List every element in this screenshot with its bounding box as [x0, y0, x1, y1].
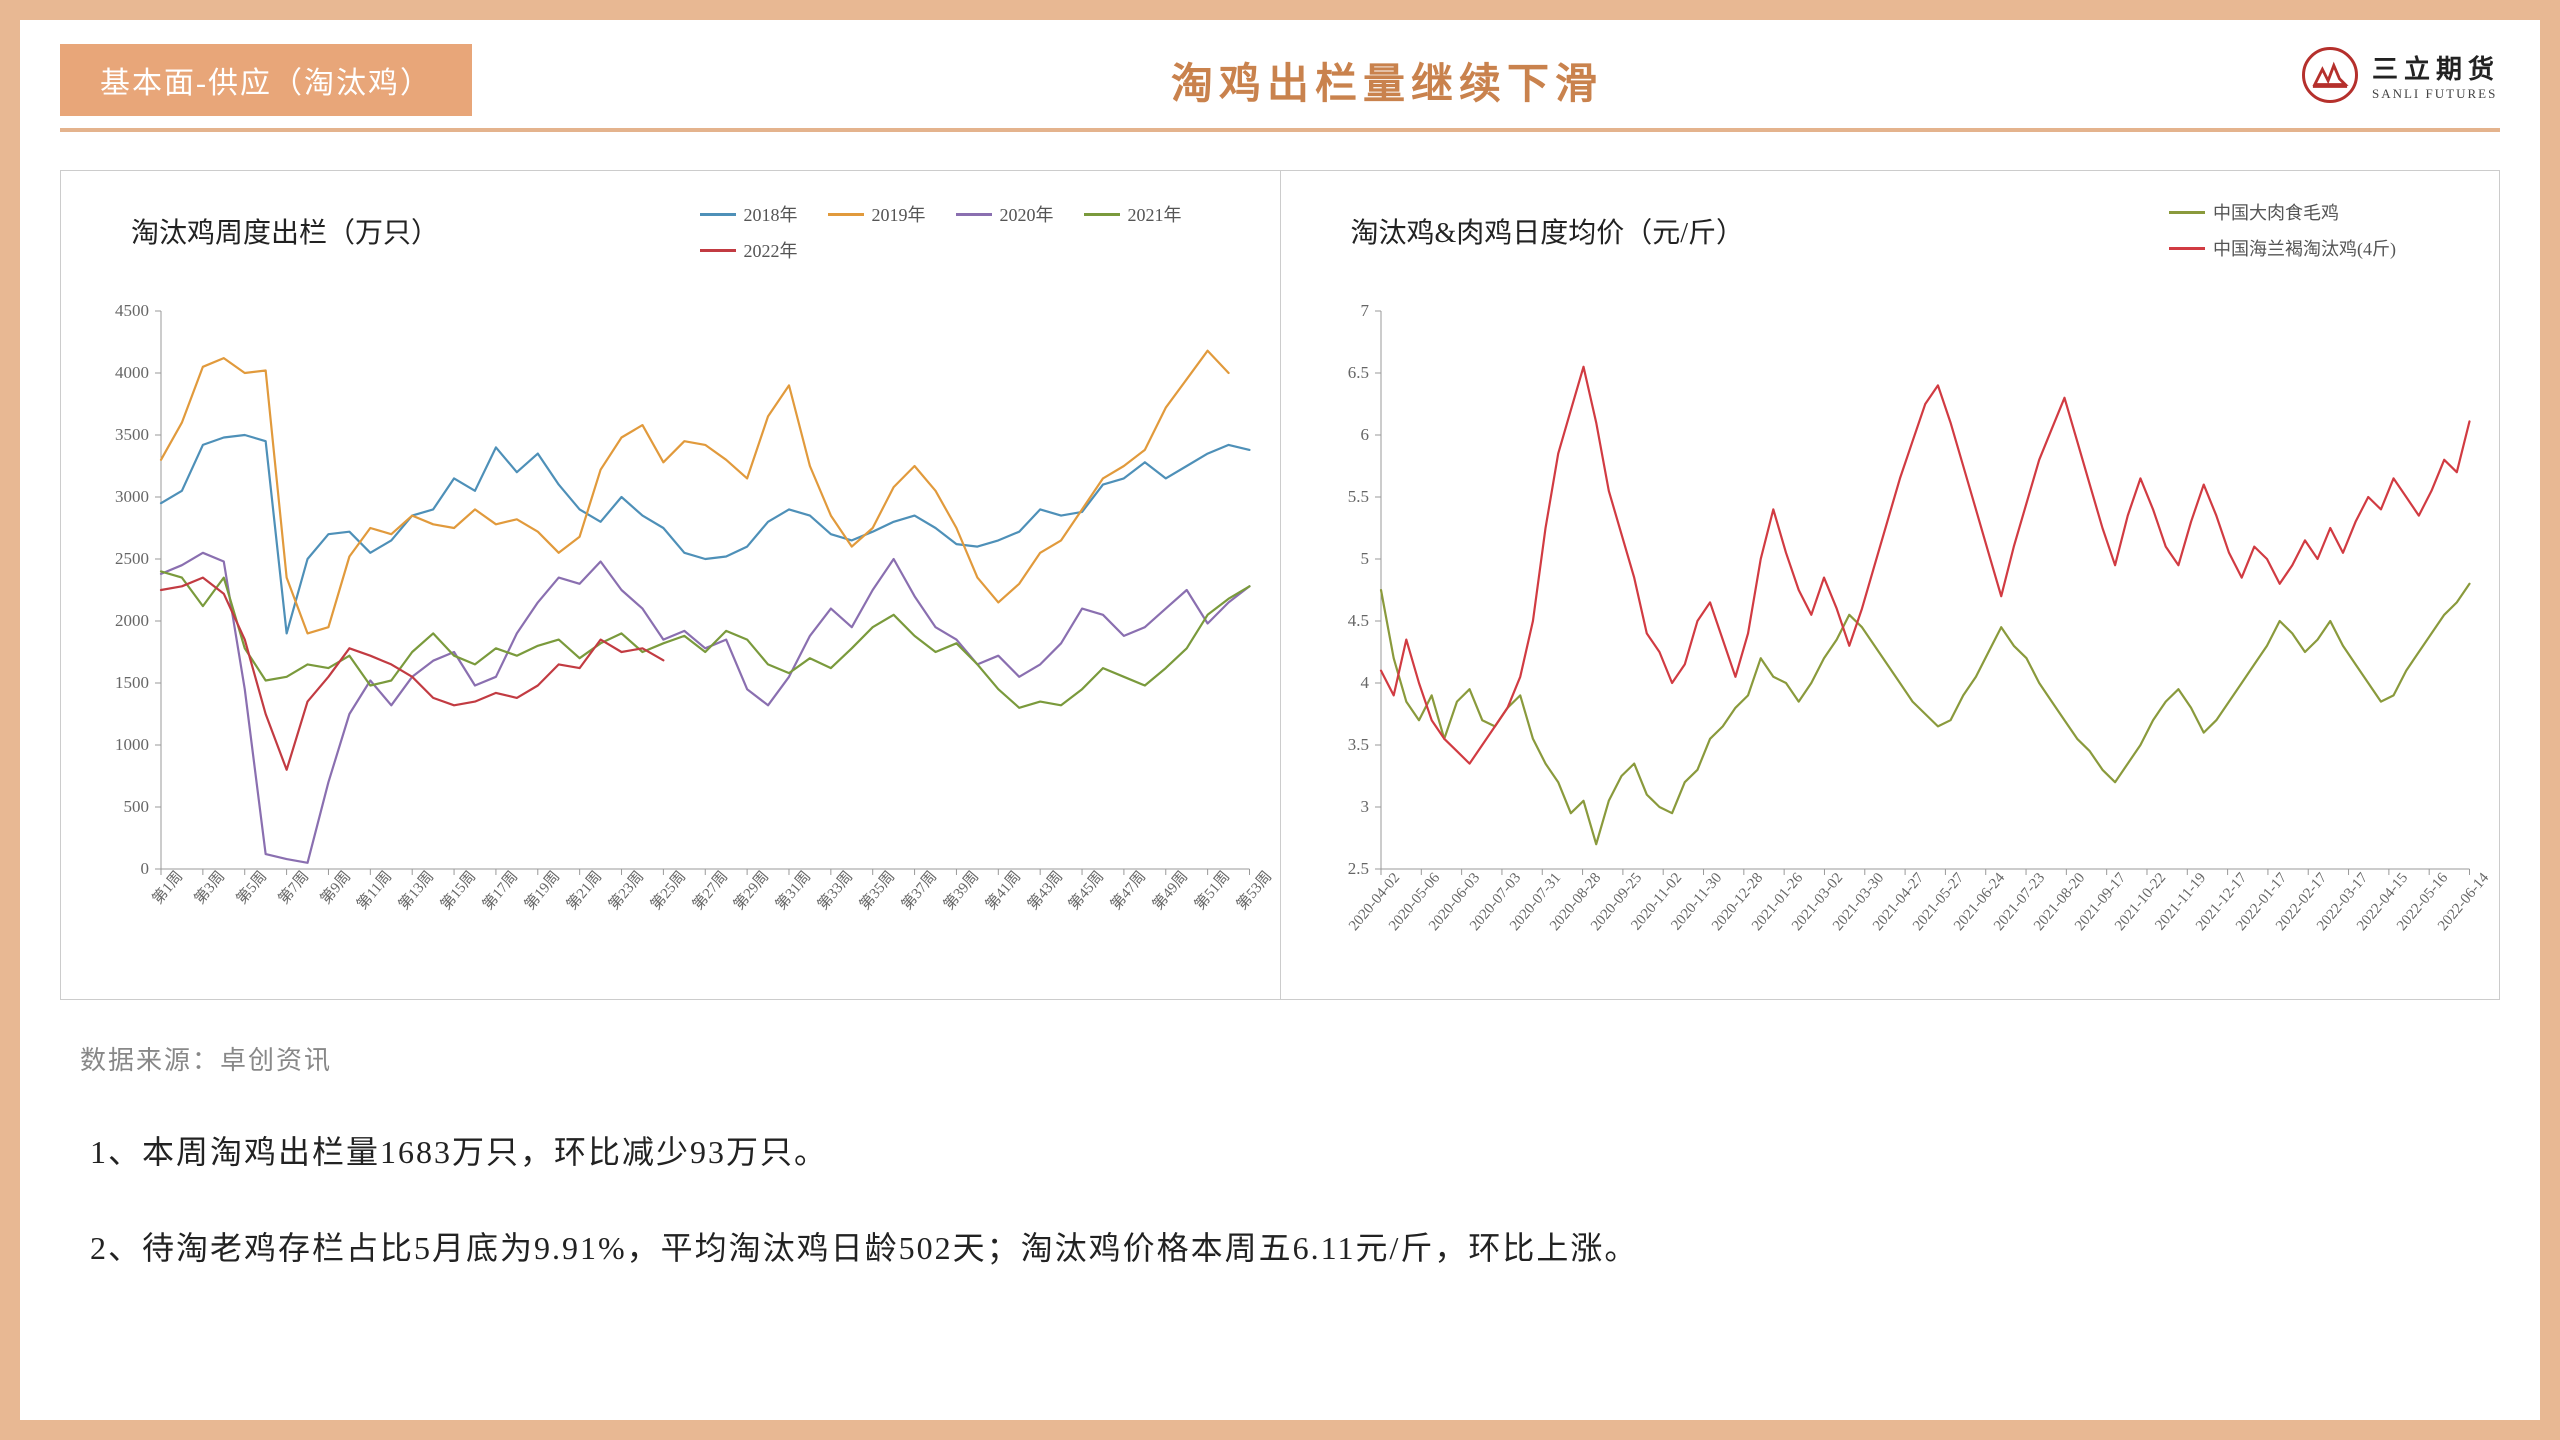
chart-left-panel: 淘汰鸡周度出栏（万只） 2018年2019年2020年2021年2022年 第1…	[61, 171, 1280, 999]
svg-text:4.5: 4.5	[1347, 611, 1368, 630]
svg-text:5: 5	[1360, 549, 1368, 568]
chart-right-plot: 2020-04-022020-05-062020-06-032020-07-03…	[1381, 311, 2470, 869]
svg-text:3.5: 3.5	[1347, 735, 1368, 754]
series-line	[161, 553, 1250, 863]
series-line	[1381, 584, 2470, 844]
svg-text:1000: 1000	[115, 735, 149, 754]
logo-icon	[2302, 47, 2358, 103]
svg-text:6: 6	[1360, 425, 1368, 444]
svg-text:4: 4	[1360, 673, 1369, 692]
series-line	[161, 571, 1250, 707]
legend-item: 2021年	[1084, 201, 1182, 227]
legend-swatch	[2169, 211, 2205, 214]
header-bar: 基本面-供应（淘汰鸡） 淘鸡出栏量继续下滑 三立期货 SANLI FUTURES	[20, 20, 2540, 120]
chart-left-plot: 第1周第3周第5周第7周第9周第11周第13周第15周第17周第19周第21周第…	[161, 311, 1250, 869]
svg-text:4000: 4000	[115, 363, 149, 382]
legend-swatch	[828, 213, 864, 216]
chart-left-legend: 2018年 2019年 2020年 2021年 2022年	[700, 201, 1220, 263]
legend-label: 中国大肉食毛鸡	[2213, 199, 2339, 225]
svg-text:3: 3	[1360, 797, 1368, 816]
svg-text:2.5: 2.5	[1347, 859, 1368, 878]
svg-text:6.5: 6.5	[1347, 363, 1368, 382]
legend-label: 2021年	[1128, 201, 1182, 227]
brand-logo: 三立期货 SANLI FUTURES	[2302, 47, 2500, 103]
legend-label: 2022年	[744, 237, 798, 263]
data-source: 数据来源：卓创资讯	[80, 1040, 2480, 1077]
charts-row: 淘汰鸡周度出栏（万只） 2018年2019年2020年2021年2022年 第1…	[60, 170, 2500, 1000]
legend-item: 中国大肉食毛鸡	[2169, 199, 2339, 225]
bullet-2: 2、待淘老鸡存栏占比5月底为9.91%，平均淘汰鸡日龄502天；淘汰鸡价格本周五…	[90, 1223, 2470, 1269]
svg-text:5.5: 5.5	[1347, 487, 1368, 506]
logo-text-en: SANLI FUTURES	[2372, 86, 2500, 102]
series-line	[1381, 367, 2470, 764]
svg-text:500: 500	[124, 797, 149, 816]
legend-label: 2019年	[872, 201, 926, 227]
legend-swatch	[956, 213, 992, 216]
logo-text-cn: 三立期货	[2372, 49, 2500, 86]
chart-right-panel: 淘汰鸡&肉鸡日度均价（元/斤） 中国大肉食毛鸡中国海兰褐淘汰鸡(4斤) 2020…	[1280, 171, 2500, 999]
page-title: 淘鸡出栏量继续下滑	[472, 50, 2302, 111]
legend-item: 2022年	[700, 237, 798, 263]
svg-text:2500: 2500	[115, 549, 149, 568]
legend-swatch	[2169, 247, 2205, 250]
chart-right-legend: 中国大肉食毛鸡中国海兰褐淘汰鸡(4斤)	[2169, 199, 2469, 261]
svg-text:3000: 3000	[115, 487, 149, 506]
svg-text:4500: 4500	[115, 301, 149, 320]
series-line	[161, 578, 663, 770]
series-line	[161, 351, 1229, 634]
legend-swatch	[700, 249, 736, 252]
svg-text:0: 0	[141, 859, 149, 878]
section-tab: 基本面-供应（淘汰鸡）	[60, 44, 472, 116]
page: 基本面-供应（淘汰鸡） 淘鸡出栏量继续下滑 三立期货 SANLI FUTURES…	[20, 20, 2540, 1420]
legend-item: 2020年	[956, 201, 1054, 227]
legend-item: 2018年	[700, 201, 798, 227]
svg-text:3500: 3500	[115, 425, 149, 444]
series-line	[161, 435, 1250, 633]
legend-item: 2019年	[828, 201, 926, 227]
legend-label: 2020年	[1000, 201, 1054, 227]
svg-text:1500: 1500	[115, 673, 149, 692]
legend-item: 中国海兰褐淘汰鸡(4斤)	[2169, 235, 2396, 261]
header-rule	[60, 128, 2500, 132]
legend-label: 2018年	[744, 201, 798, 227]
legend-swatch	[1084, 213, 1120, 216]
svg-text:7: 7	[1360, 301, 1368, 320]
legend-label: 中国海兰褐淘汰鸡(4斤)	[2213, 235, 2396, 261]
svg-text:2000: 2000	[115, 611, 149, 630]
bullet-1: 1、本周淘鸡出栏量1683万只，环比减少93万只。	[90, 1127, 2470, 1173]
legend-swatch	[700, 213, 736, 216]
